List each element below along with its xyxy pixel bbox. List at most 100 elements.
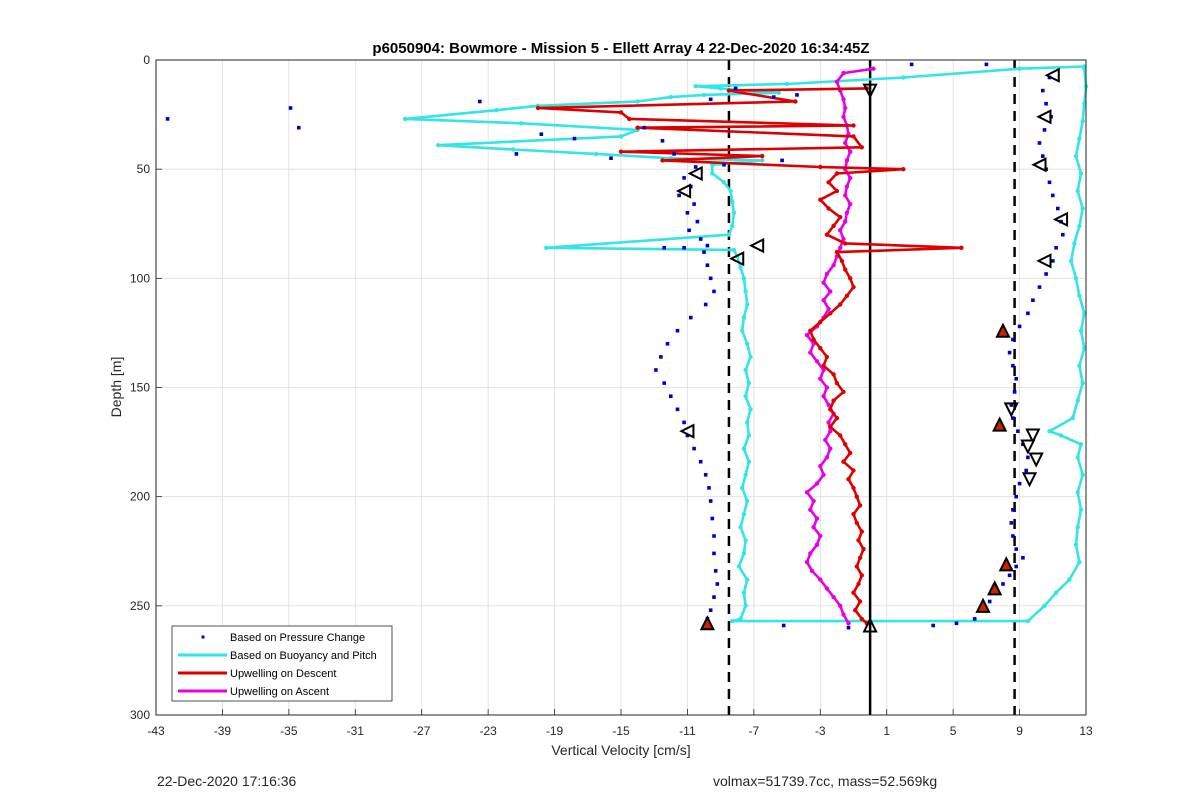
series-point: [901, 75, 906, 80]
series-point: [1082, 101, 1087, 106]
series-point: [846, 477, 851, 482]
legend-label: Upwelling on Ascent: [230, 686, 329, 698]
marker-triangle-down: [1025, 428, 1041, 444]
legend-swatch: [201, 635, 205, 639]
pressure-point: [297, 125, 301, 130]
pressure-point: [1021, 556, 1025, 560]
series-point: [841, 236, 846, 242]
series-point: [843, 105, 848, 111]
series-point: [809, 568, 815, 574]
series-point: [859, 145, 864, 150]
series-point: [1070, 415, 1075, 421]
pressure-point: [609, 156, 613, 160]
marker-triangle-left: [687, 165, 703, 182]
marker-triangle-left: [679, 423, 695, 439]
y-tick-label: 300: [130, 708, 150, 722]
marker-triangle-up: [862, 617, 878, 633]
x-tick-label: -43: [147, 724, 165, 738]
series-point: [843, 442, 848, 447]
pressure-point: [1009, 403, 1014, 407]
x-tick-label: -23: [479, 724, 497, 738]
series-point: [1077, 136, 1082, 141]
pressure-point: [780, 158, 784, 163]
series-point: [857, 599, 863, 604]
series-point: [1073, 153, 1079, 159]
legend-item: Upwelling on Ascent: [178, 686, 329, 698]
series-point: [746, 433, 752, 438]
series-point: [859, 573, 864, 578]
series-point: [831, 223, 836, 229]
pressure-point: [1051, 259, 1055, 263]
series-point: [804, 560, 810, 565]
series-point: [856, 581, 861, 587]
series-point: [826, 306, 831, 312]
series-point: [859, 529, 864, 534]
series-point: [1080, 380, 1085, 386]
series-point: [743, 289, 748, 294]
pressure-point: [572, 136, 577, 141]
pressure-point: [1044, 101, 1048, 106]
series-point: [851, 468, 856, 473]
series-point: [838, 433, 843, 438]
series-point: [818, 463, 823, 469]
series-point: [1080, 118, 1085, 124]
series-point: [693, 84, 698, 89]
series-point: [851, 123, 856, 128]
series-point: [1075, 525, 1080, 530]
pressure-point: [1017, 324, 1022, 329]
pressure-point: [1007, 573, 1012, 578]
pressure-point: [698, 237, 703, 241]
series-point: [746, 459, 752, 464]
series-point: [824, 385, 830, 390]
series-point: [808, 507, 813, 512]
pressure-point: [1061, 232, 1065, 237]
series-point: [826, 420, 831, 425]
series-point: [1075, 455, 1080, 460]
series-point: [808, 328, 813, 333]
x-tick-label: 1: [883, 724, 890, 738]
series-point: [811, 337, 816, 342]
series-point: [826, 180, 831, 185]
marker-triangle-down: [862, 83, 878, 99]
series-point: [844, 210, 850, 215]
mission-stats-footer: volmax=51739.7cc, mass=52.569kg: [713, 773, 938, 789]
series-1: [402, 64, 1089, 624]
series-point: [818, 197, 823, 202]
series-point: [741, 590, 747, 595]
pressure-point: [703, 302, 708, 307]
series-point: [402, 116, 408, 122]
series-point: [745, 577, 750, 582]
marker-triangle-left: [748, 237, 765, 254]
series-point: [834, 415, 840, 421]
pressure-point: [1026, 311, 1030, 316]
pressure-point: [712, 289, 716, 294]
pressure-point: [703, 473, 708, 477]
marker-triangle-up: [987, 580, 1003, 596]
series-point: [804, 332, 810, 338]
series-point: [841, 70, 846, 76]
series-point: [828, 429, 833, 434]
series-point: [821, 394, 826, 399]
series-point: [1017, 66, 1022, 71]
series-point: [814, 359, 820, 364]
series-point: [718, 86, 723, 91]
pressure-point: [682, 176, 686, 180]
y-tick-label: 50: [137, 162, 151, 176]
pressure-point: [984, 62, 989, 67]
series-point: [824, 232, 830, 237]
series-point: [1082, 66, 1087, 71]
series-point: [838, 245, 843, 250]
y-tick-label: 0: [143, 53, 150, 67]
pressure-point: [695, 219, 700, 224]
series-point: [740, 485, 745, 491]
y-tick-label: 200: [130, 490, 150, 504]
marker-triangle-up: [699, 615, 715, 631]
series-point: [730, 199, 735, 205]
pressure-point: [954, 621, 959, 626]
y-axis-ticks: 0 50 100 150 200 250 300: [130, 53, 162, 722]
pressure-point: [1012, 390, 1017, 394]
series-point: [618, 149, 624, 154]
series-point: [710, 171, 715, 176]
marker-triangle-up: [992, 416, 1008, 432]
series-point: [857, 555, 863, 560]
